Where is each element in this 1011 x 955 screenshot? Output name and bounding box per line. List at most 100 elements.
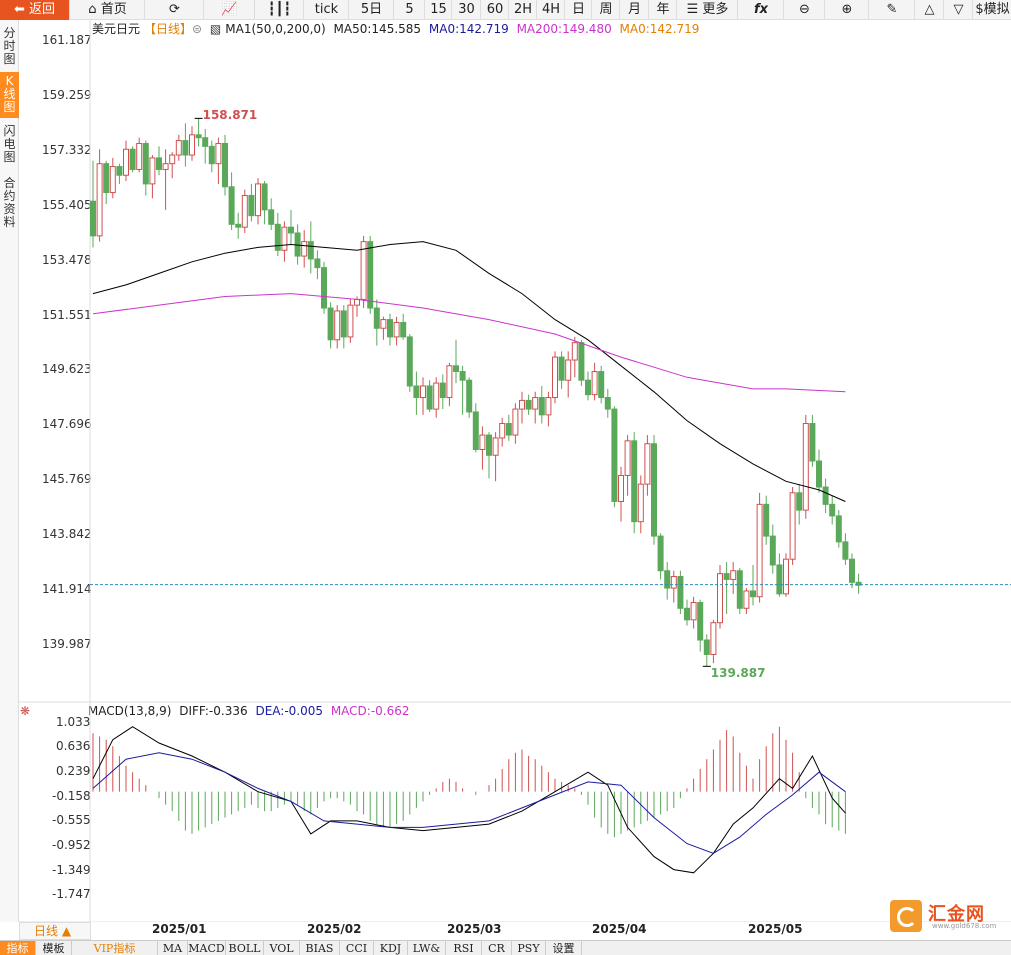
triangle-up-icon: △ xyxy=(924,2,935,17)
candle-body xyxy=(413,385,420,399)
period-selector[interactable]: 日线 ▲ xyxy=(19,922,91,940)
candle-body xyxy=(816,460,822,488)
candle-body xyxy=(182,140,189,156)
period-4h-button[interactable]: 4H xyxy=(538,0,565,20)
formula-button[interactable]: fx xyxy=(739,0,784,20)
candle-body xyxy=(453,365,459,373)
macd-settings-icon[interactable]: ❋ xyxy=(20,704,31,718)
back-button[interactable]: ⬅ 返回 xyxy=(0,0,70,20)
gold678-logo: 汇金网 www.gold678.com xyxy=(890,898,1000,934)
period-year-button[interactable]: 年 xyxy=(650,0,677,20)
tab-ma[interactable]: MA xyxy=(158,941,188,955)
candle-body xyxy=(736,570,743,609)
candle-body xyxy=(835,515,842,543)
period-day-button[interactable]: 日 xyxy=(566,0,592,20)
logo-url: www.gold678.com xyxy=(932,922,997,930)
x-tick: 2025/02 xyxy=(307,922,362,936)
zoom-out-button[interactable]: ⊖ xyxy=(785,0,825,20)
candle-body xyxy=(301,241,308,257)
refresh-button[interactable]: ⟳ xyxy=(146,0,204,20)
chart-canvas[interactable] xyxy=(19,20,1011,922)
macd-value: MACD:-0.662 xyxy=(330,704,410,718)
macd-tick: 0.239 xyxy=(56,764,91,778)
legend-symbol: 美元日元 xyxy=(92,22,141,36)
candle-body xyxy=(387,319,393,338)
menu-icon: ☰ xyxy=(686,2,699,17)
simulate-button[interactable]: $模拟 xyxy=(975,2,1010,17)
tab-rsi[interactable]: RSI xyxy=(446,941,482,955)
legend-period: 【日线】 xyxy=(144,22,193,36)
candle-body xyxy=(380,319,387,329)
period-5day-button[interactable]: 5日 xyxy=(350,0,394,20)
candle-body xyxy=(162,163,169,170)
tab-settings[interactable]: 设置 xyxy=(546,941,582,955)
candlestick-series xyxy=(90,118,862,667)
top-toolbar: ⬅ 返回 ⌂ 首页 ⟳ 📈 ┇┃┇ tick 5日 5 15 30 60 2H … xyxy=(0,0,1011,20)
more-button[interactable]: ☰ 更多 xyxy=(678,0,738,20)
candle-body xyxy=(248,194,255,217)
tab-lw[interactable]: LW& xyxy=(408,941,446,955)
candle-body xyxy=(578,342,585,381)
tab-macd[interactable]: MACD xyxy=(188,941,226,955)
period-30min-button[interactable]: 30 xyxy=(453,0,481,20)
tab-vol[interactable]: VOL xyxy=(264,941,300,955)
tick-button[interactable]: tick xyxy=(305,0,349,20)
shape-up-button[interactable]: △ xyxy=(916,0,944,20)
candle-body xyxy=(439,382,446,399)
candle-body xyxy=(525,399,532,410)
candle-body xyxy=(776,564,783,595)
candle-body xyxy=(373,307,380,329)
period-month-button[interactable]: 月 xyxy=(621,0,649,20)
candle-body xyxy=(618,474,624,502)
tab-contract-info[interactable]: 合约资料 xyxy=(3,176,16,229)
period-15min-button[interactable]: 15 xyxy=(426,0,452,20)
zoom-in-button[interactable]: ⊕ xyxy=(826,0,869,20)
candle-body xyxy=(334,310,341,341)
tab-indicators[interactable]: 指标 xyxy=(0,941,36,955)
tab-cci[interactable]: CCI xyxy=(340,941,374,955)
tab-bias[interactable]: BIAS xyxy=(300,941,340,955)
legend-settings-icon[interactable]: ⊜ xyxy=(192,22,203,36)
tab-kdj[interactable]: KDJ xyxy=(374,941,408,955)
macd-legend: ❋ MACD(13,8,9) DIFF:-0.336 DEA:-0.005 MA… xyxy=(20,703,414,719)
candle-body xyxy=(796,492,803,511)
chart-type-button[interactable]: 📈 xyxy=(205,0,255,20)
tab-kline[interactable]: K线图 xyxy=(0,72,19,118)
period-60min-button[interactable]: 60 xyxy=(482,0,509,20)
home-button[interactable]: ⌂ 首页 xyxy=(71,0,145,20)
legend-ma-config-icon[interactable]: ▧ xyxy=(209,22,222,36)
draw-button[interactable]: ✎ xyxy=(870,0,915,20)
home-icon: ⌂ xyxy=(88,2,97,17)
macd-tick: 0.636 xyxy=(56,739,91,753)
candle-body xyxy=(149,157,156,185)
tab-cr[interactable]: CR xyxy=(482,941,512,955)
candle-body xyxy=(195,134,202,139)
legend-ma0-b: MA0:142.719 xyxy=(619,22,700,36)
candle-body xyxy=(604,397,611,410)
candle-body xyxy=(314,258,321,269)
tab-vip-indicators[interactable]: VIP指标 xyxy=(72,941,158,955)
zoom-out-icon: ⊖ xyxy=(799,2,810,17)
candle-body xyxy=(486,434,492,456)
candle-body xyxy=(783,558,789,595)
candle-body xyxy=(538,397,545,416)
candle-body xyxy=(842,541,849,560)
candle-body xyxy=(222,142,228,188)
shape-down-button[interactable]: ▽ xyxy=(945,0,973,20)
macd-tick: -1.349 xyxy=(52,863,91,877)
candle-type-button[interactable]: ┇┃┇ xyxy=(256,0,304,20)
period-week-button[interactable]: 周 xyxy=(593,0,620,20)
period-2h-button[interactable]: 2H xyxy=(510,0,537,20)
candle-body xyxy=(697,602,704,641)
candlestick-icon: ┇┃┇ xyxy=(267,2,292,17)
candle-body xyxy=(90,200,96,237)
candle-body xyxy=(585,379,591,396)
tab-timeshare[interactable]: 分时图 xyxy=(3,26,16,66)
candle-body xyxy=(261,183,268,211)
price-tick: 155.405 xyxy=(42,198,92,212)
period-5min-button[interactable]: 5 xyxy=(395,0,425,20)
tab-flash[interactable]: 闪电图 xyxy=(3,124,16,164)
tab-templates[interactable]: 模板 xyxy=(36,941,72,955)
tab-boll[interactable]: BOLL xyxy=(226,941,264,955)
tab-psy[interactable]: PSY xyxy=(512,941,546,955)
